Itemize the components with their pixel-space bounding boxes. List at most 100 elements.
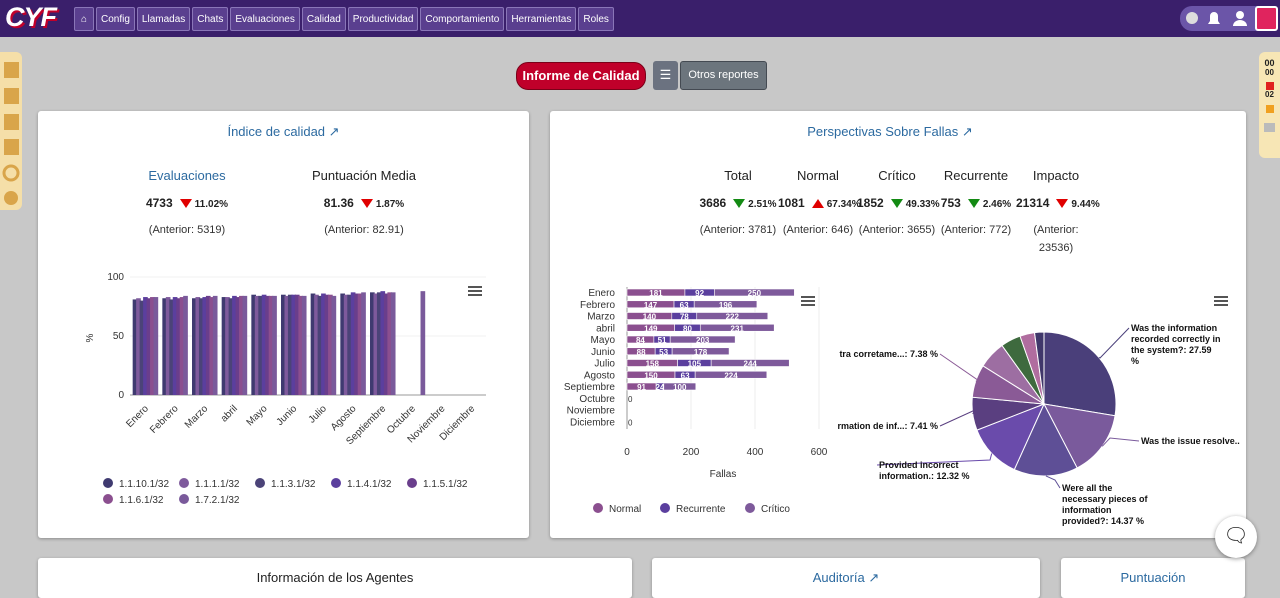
report-button[interactable]: Informe de Calidad	[516, 62, 646, 90]
card-title: Información de los Agentes	[256, 570, 414, 585]
card-title[interactable]: Perspectivas Sobre Fallas ↗	[807, 124, 973, 139]
left-icons	[2, 62, 20, 205]
data-label: Was the information recorded correctly i…	[1131, 323, 1221, 366]
stat: Evaluaciones 4733 11.02% (Anterior: 5319)	[112, 168, 262, 239]
counter: 00	[1264, 58, 1275, 68]
stat-row: 753 2.46%	[936, 196, 1016, 210]
stat-previous: (Anterior: 3655)	[858, 224, 936, 236]
stat: Puntuación Media 81.36 1.87% (Anterior: 82.…	[289, 168, 439, 239]
icon[interactable]	[4, 191, 18, 205]
trend-arrow	[811, 199, 824, 208]
nav-item[interactable]: Roles	[578, 7, 614, 31]
audit-card: Auditoría ↗	[652, 558, 1040, 598]
flag[interactable]	[1265, 82, 1274, 90]
trend-arrow	[179, 199, 192, 208]
stat-row: 81.36 1.87%	[289, 196, 439, 210]
stat-value: 4733	[145, 196, 173, 210]
card-title[interactable]: Auditoría	[812, 570, 865, 585]
stat-change: 1.87%	[375, 199, 405, 210]
data-label: rmation de inf...: 7.41 %	[837, 421, 938, 431]
print-icon[interactable]	[1264, 123, 1275, 132]
stat-change: 2.46%	[982, 199, 1012, 210]
quality-card: Índice de calidad ↗ Evaluaciones 4733 11.0…	[38, 111, 529, 538]
data-label: Was the issue resolve...: 14	[1141, 436, 1240, 446]
arrow	[890, 199, 903, 208]
chat-fab[interactable]: 🗨	[1215, 516, 1257, 558]
stat-label: Puntuación Media	[311, 168, 417, 183]
trend-arrow	[360, 199, 373, 208]
right-sidebar: 00 00 02	[1259, 52, 1280, 158]
stat: Total 3686 2.51% (Anterior: 3781)	[698, 168, 778, 239]
card-title[interactable]: Puntuación	[1120, 570, 1186, 585]
arrow	[811, 199, 824, 208]
stat-label: Impacto	[1032, 168, 1080, 183]
stat-change: 11.02%	[194, 199, 229, 210]
nav-menu: ⌂ Config Llamadas Chats Evaluaciones Calidad…	[74, 7, 614, 31]
stat-value: 3686	[699, 196, 727, 210]
trend-arrow	[733, 199, 746, 208]
title-text[interactable]: Índice de calidad	[227, 124, 326, 139]
home-button[interactable]: ⌂	[74, 7, 94, 31]
stat-label: Normal	[797, 168, 839, 183]
icon[interactable]	[4, 139, 19, 155]
card-title[interactable]: Índice de calidad ↗	[227, 124, 340, 139]
arrow	[360, 199, 373, 208]
stat-value: 753	[940, 196, 961, 210]
counter: 02	[1265, 90, 1274, 99]
nav-item[interactable]: Evaluaciones	[230, 7, 300, 31]
icon[interactable]	[2, 164, 20, 182]
stat: Recurrente 753 2.46% (Anterior: 772)	[936, 168, 1016, 239]
stat: Crítico 1852 49.33% (Anterior: 3655)	[857, 168, 940, 239]
stat-label: Recurrente	[943, 168, 1009, 183]
chat-icon[interactable]	[1186, 12, 1198, 24]
other-reports-button[interactable]: Otros reportes	[680, 61, 767, 90]
stat-row: 1081 67.34%	[778, 196, 861, 210]
stat-value: 21314	[1016, 196, 1050, 210]
icon[interactable]	[4, 114, 19, 130]
stat-previous: (Anterior: 772)	[940, 224, 1012, 236]
nav-item[interactable]: Productividad	[347, 7, 419, 31]
stat-row: 1852 49.33%	[857, 196, 940, 210]
list-button[interactable]: ☰	[653, 61, 678, 90]
trend-arrow	[967, 199, 980, 208]
stat-value: 1852	[857, 196, 884, 210]
logout-button[interactable]	[1255, 6, 1278, 31]
stat-change: 67.34%	[826, 199, 861, 210]
agents-card: Información de los Agentes	[38, 558, 632, 598]
data-label: tra corretame...: 7.38 %	[839, 349, 938, 359]
stat-change: 9.44%	[1071, 199, 1100, 210]
stat-previous: (Anterior: 646)	[782, 224, 854, 236]
counter: 00	[1265, 68, 1274, 77]
arrow	[179, 199, 192, 208]
nav-item[interactable]: Chats	[192, 7, 229, 31]
title-text[interactable]: Perspectivas Sobre Fallas	[807, 124, 959, 139]
stat-label: Evaluaciones	[148, 168, 226, 183]
stat-change: 2.51%	[748, 199, 777, 210]
data-label: Were all the necessary pieces of informa…	[1062, 483, 1148, 526]
arrow	[733, 199, 746, 208]
stat-row: 21314 9.44%	[1016, 196, 1100, 210]
stat-label: Crítico	[878, 168, 916, 183]
nav-item[interactable]: Llamadas	[136, 7, 191, 31]
flag[interactable]	[1265, 105, 1274, 113]
user-icon[interactable]	[1236, 11, 1244, 19]
stat-value: 81.36	[323, 196, 354, 210]
stat-change: 49.33%	[905, 199, 940, 210]
icon[interactable]	[4, 88, 19, 104]
bell-icon[interactable]	[1208, 12, 1220, 24]
stat-previous: (Anterior: 5319)	[148, 224, 226, 236]
arrow	[1056, 199, 1069, 208]
nav-item[interactable]: Config	[96, 7, 135, 31]
stat: Impacto 21314 9.44% (Anterior: 23536)	[1016, 168, 1100, 257]
nav-item[interactable]: Comportamiento	[420, 7, 505, 31]
stat-row: 3686 2.51%	[698, 196, 778, 210]
stat-value: 1081	[778, 196, 805, 210]
score-card: Puntuación	[1061, 558, 1245, 598]
logo[interactable]: CYF	[5, 2, 57, 32]
nav-item[interactable]: Calidad	[301, 7, 346, 31]
nav-icons	[1186, 11, 1247, 26]
stat-previous: (Anterior: 23536)	[1033, 224, 1079, 254]
nav-item[interactable]: Herramientas	[506, 7, 577, 31]
icon[interactable]	[4, 62, 19, 78]
